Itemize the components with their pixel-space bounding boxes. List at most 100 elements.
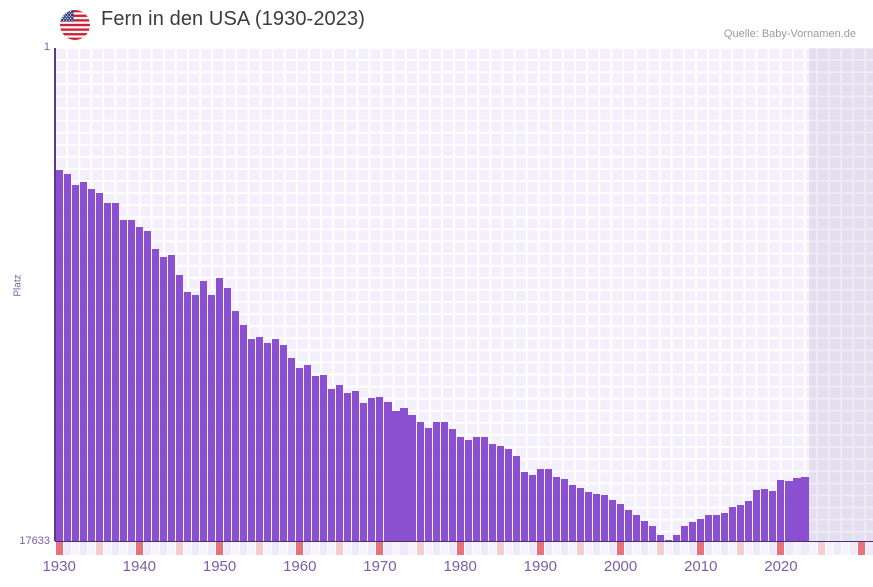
bar-1981[interactable] xyxy=(464,439,472,541)
bar-1979[interactable] xyxy=(448,428,456,541)
bar-1976[interactable] xyxy=(424,428,432,541)
bar-1963[interactable] xyxy=(320,374,328,541)
bar-1961[interactable] xyxy=(304,364,312,541)
bar-1951[interactable] xyxy=(224,287,232,541)
bar-2022[interactable] xyxy=(793,478,801,541)
bar-2015[interactable] xyxy=(737,504,745,541)
bar-1946[interactable] xyxy=(183,291,191,541)
bar-1983[interactable] xyxy=(480,437,488,541)
bar-2004[interactable] xyxy=(649,526,657,541)
bar-1953[interactable] xyxy=(240,324,248,541)
bar-2000[interactable] xyxy=(617,503,625,541)
bar-2023[interactable] xyxy=(801,477,809,541)
bar-2011[interactable] xyxy=(705,515,713,541)
bar-2019[interactable] xyxy=(769,491,777,541)
bar-1989[interactable] xyxy=(528,475,536,541)
bar-1987[interactable] xyxy=(512,456,520,541)
bar-1986[interactable] xyxy=(504,449,512,541)
bar-1966[interactable] xyxy=(344,392,352,541)
bar-1967[interactable] xyxy=(352,390,360,541)
bar-2005[interactable] xyxy=(657,535,665,541)
bar-1978[interactable] xyxy=(440,422,448,541)
bar-1957[interactable] xyxy=(272,338,280,541)
bar-2009[interactable] xyxy=(689,522,697,541)
bar-1938[interactable] xyxy=(119,220,127,541)
bar-1945[interactable] xyxy=(175,275,183,541)
bar-1958[interactable] xyxy=(280,344,288,541)
bar-2014[interactable] xyxy=(729,507,737,541)
bar-2002[interactable] xyxy=(633,515,641,541)
bar-1969[interactable] xyxy=(368,398,376,541)
bar-2020[interactable] xyxy=(777,479,785,541)
bar-1930[interactable] xyxy=(55,170,63,541)
bar-1997[interactable] xyxy=(592,494,601,541)
bar-1984[interactable] xyxy=(488,444,496,541)
bar-1941[interactable] xyxy=(143,231,151,541)
bar-1992[interactable] xyxy=(552,476,560,541)
bar-2006[interactable] xyxy=(665,539,673,541)
bar-2008[interactable] xyxy=(681,526,689,541)
year-cell-1979 xyxy=(448,542,456,555)
bar-2021[interactable] xyxy=(785,480,793,541)
bar-1988[interactable] xyxy=(520,472,528,541)
bar-1975[interactable] xyxy=(416,422,424,541)
bar-1943[interactable] xyxy=(159,256,167,541)
bar-1962[interactable] xyxy=(312,375,320,541)
bar-1971[interactable] xyxy=(384,401,392,541)
bar-1950[interactable] xyxy=(216,277,224,541)
bar-1980[interactable] xyxy=(456,437,464,541)
bar-1959[interactable] xyxy=(288,358,296,541)
bar-1933[interactable] xyxy=(79,181,87,541)
bar-1998[interactable] xyxy=(600,494,609,541)
bar-1952[interactable] xyxy=(232,310,240,541)
bar-2012[interactable] xyxy=(713,514,721,541)
bar-1974[interactable] xyxy=(408,414,416,541)
bar-1935[interactable] xyxy=(95,193,103,541)
bar-1931[interactable] xyxy=(63,174,71,541)
year-cell-1933 xyxy=(79,542,87,555)
bar-1982[interactable] xyxy=(472,437,480,541)
bar-1996[interactable] xyxy=(584,492,592,541)
year-cell-1957 xyxy=(272,542,280,555)
bar-1999[interactable] xyxy=(608,500,617,541)
bar-2007[interactable] xyxy=(673,535,681,541)
bar-1994[interactable] xyxy=(568,484,576,541)
bar-2010[interactable] xyxy=(697,518,705,541)
bar-1954[interactable] xyxy=(248,338,256,541)
bar-1947[interactable] xyxy=(191,294,200,541)
bar-1973[interactable] xyxy=(400,407,408,541)
bar-1964[interactable] xyxy=(328,389,336,541)
bar-1934[interactable] xyxy=(87,189,95,541)
bar-2018[interactable] xyxy=(761,489,769,541)
bar-1948[interactable] xyxy=(199,280,208,541)
bar-1985[interactable] xyxy=(496,446,504,541)
decade-marker-1950 xyxy=(216,542,224,555)
bar-1940[interactable] xyxy=(135,227,143,541)
decade-marker-1930 xyxy=(55,542,63,555)
bar-1995[interactable] xyxy=(576,488,584,541)
bar-1972[interactable] xyxy=(392,411,400,541)
bar-1942[interactable] xyxy=(151,249,159,541)
bar-1932[interactable] xyxy=(71,184,79,541)
bar-1944[interactable] xyxy=(167,255,175,541)
bar-1993[interactable] xyxy=(560,479,568,541)
bar-2013[interactable] xyxy=(721,512,729,541)
bar-1939[interactable] xyxy=(127,219,135,541)
bar-1965[interactable] xyxy=(336,384,344,541)
bar-1990[interactable] xyxy=(536,468,544,541)
bar-1956[interactable] xyxy=(264,342,272,541)
bar-1936[interactable] xyxy=(103,203,111,541)
bar-2016[interactable] xyxy=(745,500,753,541)
bar-1937[interactable] xyxy=(111,202,119,541)
bar-1977[interactable] xyxy=(432,422,440,541)
bar-1949[interactable] xyxy=(207,295,216,541)
bar-1968[interactable] xyxy=(360,402,368,541)
bar-1960[interactable] xyxy=(296,367,304,541)
bar-1991[interactable] xyxy=(544,469,552,541)
bar-2001[interactable] xyxy=(625,509,633,541)
bar-2003[interactable] xyxy=(641,521,649,541)
bar-1970[interactable] xyxy=(376,396,384,541)
bar-1955[interactable] xyxy=(256,337,264,541)
bar-2017[interactable] xyxy=(753,489,761,541)
